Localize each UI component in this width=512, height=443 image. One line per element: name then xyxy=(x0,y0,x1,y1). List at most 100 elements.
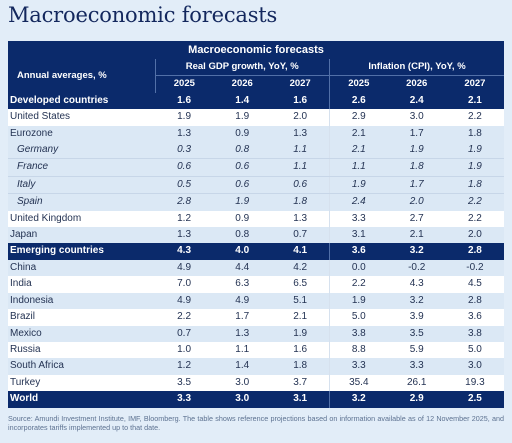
table-cell: 3.5 xyxy=(387,325,446,342)
page-title: Macroeconomic forecasts xyxy=(8,3,278,27)
table-cell: 0.6 xyxy=(213,158,272,177)
row-label: United Kingdom xyxy=(10,212,82,224)
table-cell: 1.9 xyxy=(235,111,250,123)
table-cell: 1.1 xyxy=(235,343,250,355)
table-cell: 1.9 xyxy=(387,142,446,160)
table-cell: 2.0 xyxy=(445,227,505,244)
table-cell: 35.4 xyxy=(328,374,388,392)
row-label: Developed countries xyxy=(8,92,155,110)
gdp-group-header: Real GDP growth, YoY, % xyxy=(154,59,330,76)
table-cell: 3.0 xyxy=(445,358,505,375)
table-row: Japan 1.3 0.8 0.7 3.1 2.1 2.0 xyxy=(8,227,505,244)
table-cell: 1.6 xyxy=(271,92,330,110)
table-row: United Kingdom 1.2 0.9 1.3 3.3 2.7 2.2 xyxy=(8,210,504,228)
table-cell: 1.8 xyxy=(387,158,446,177)
table-cell: 8.8 xyxy=(328,341,388,359)
table-cell: 1.8 xyxy=(271,358,330,375)
row-label: Emerging countries xyxy=(8,243,155,260)
table-row: France 0.6 0.6 1.1 1.1 1.8 1.9 xyxy=(8,158,505,177)
table-cell: 3.9 xyxy=(409,311,424,323)
table-row: Germany 0.3 0.8 1.1 2.1 1.9 1.9 xyxy=(8,142,505,160)
table-cell: 2.4 xyxy=(328,193,388,211)
table-cell: 1.9 xyxy=(445,158,505,177)
table-cell: 1.3 xyxy=(155,125,214,143)
table-cell: 1.7 xyxy=(387,176,446,195)
table-cell: 3.6 xyxy=(328,243,388,260)
table-row: China 4.9 4.4 4.2 0.0 -0.2 -0.2 xyxy=(8,259,505,277)
table-cell: 3.6 xyxy=(467,311,482,323)
year-header: 2025 xyxy=(328,75,388,93)
table-cell: 3.3 xyxy=(328,358,388,375)
table-cell: 6.3 xyxy=(235,278,250,290)
table-cell: 3.1 xyxy=(328,227,388,244)
table-cell: 1.0 xyxy=(177,343,192,355)
row-header-label: Annual averages, % xyxy=(8,59,155,93)
table-cell: 1.1 xyxy=(271,158,330,177)
table-cell: 2.0 xyxy=(293,111,308,123)
table-cell: 1.9 xyxy=(328,176,388,195)
table-title: Macroeconomic forecasts xyxy=(8,41,505,59)
table-row: Italy 0.5 0.6 0.6 1.9 1.7 1.8 xyxy=(8,176,505,195)
table-cell: 4.1 xyxy=(271,243,330,260)
table-cell: 2.1 xyxy=(293,311,308,323)
table-cell: 3.2 xyxy=(328,391,388,408)
table-cell: 4.9 xyxy=(155,259,214,277)
table-cell: 0.6 xyxy=(213,176,272,195)
table-cell: 3.8 xyxy=(445,325,505,342)
year-header: 2027 xyxy=(271,75,330,93)
table-cell: 1.9 xyxy=(328,292,388,310)
table-cell: 1.9 xyxy=(213,193,272,211)
table-cell: 4.9 xyxy=(213,292,272,310)
table-row: Indonesia 4.9 4.9 5.1 1.9 3.2 2.8 xyxy=(8,292,505,310)
table-row: South Africa 1.2 1.4 1.8 3.3 3.3 3.0 xyxy=(8,358,505,375)
table-cell: 1.9 xyxy=(445,142,505,160)
table-cell: 1.4 xyxy=(213,358,272,375)
year-header: 2025 xyxy=(154,75,214,93)
table-cell: 4.0 xyxy=(213,243,272,260)
table-cell: 4.4 xyxy=(213,259,272,277)
table-cell: 1.2 xyxy=(155,358,214,375)
table-cell: 1.2 xyxy=(177,212,192,224)
table-cell: 2.2 xyxy=(445,193,505,211)
table-cell: 5.9 xyxy=(409,343,424,355)
row-label: France xyxy=(8,158,155,177)
table-cell: 1.7 xyxy=(387,125,446,143)
row-label: Eurozone xyxy=(8,125,155,143)
table-cell: 0.7 xyxy=(155,325,214,342)
table-cell: 3.3 xyxy=(155,391,214,408)
year-header: 2027 xyxy=(445,75,505,93)
table-row: Russia 1.0 1.1 1.6 8.8 5.9 5.0 xyxy=(8,341,504,359)
table-cell: 1.3 xyxy=(271,125,330,143)
source-note: Source: Amundi Investment Institute, IMF… xyxy=(8,414,504,433)
table-cell: 1.3 xyxy=(155,227,214,244)
table-cell: 1.1 xyxy=(328,158,388,177)
aggregate-row: Developed countries 1.6 1.4 1.6 2.6 2.4 … xyxy=(8,92,505,110)
table-cell: 3.0 xyxy=(409,111,424,123)
table-cell: 2.2 xyxy=(467,212,482,224)
table-row: Turkey 3.5 3.0 3.7 35.4 26.1 19.3 xyxy=(8,374,504,392)
table-cell: 0.8 xyxy=(213,227,272,244)
table-cell: 2.1 xyxy=(328,125,388,143)
table-cell: 0.3 xyxy=(155,142,214,160)
table-cell: 2.8 xyxy=(155,193,214,211)
table-cell: 2.8 xyxy=(445,292,505,310)
table-cell: 3.7 xyxy=(293,376,308,388)
row-label: Brazil xyxy=(10,311,36,323)
table-cell: 1.9 xyxy=(271,325,330,342)
table-cell: 0.9 xyxy=(235,212,250,224)
table-cell: 7.0 xyxy=(177,278,192,290)
year-header: 2026 xyxy=(387,75,446,93)
table-cell: 3.3 xyxy=(328,210,388,228)
table-row: Brazil 2.2 1.7 2.1 5.0 3.9 3.6 xyxy=(8,309,504,326)
table-cell: 1.7 xyxy=(235,311,250,323)
table-row: Mexico 0.7 1.3 1.9 3.8 3.5 3.8 xyxy=(8,325,505,342)
table-cell: 2.2 xyxy=(177,311,192,323)
table-cell: 5.0 xyxy=(328,309,388,326)
table-cell: 4.5 xyxy=(467,278,482,290)
table-cell: 4.2 xyxy=(271,259,330,277)
row-label: Japan xyxy=(8,227,155,244)
table-cell: 1.8 xyxy=(445,176,505,195)
table-cell: 3.0 xyxy=(235,376,250,388)
table-cell: -0.2 xyxy=(387,259,446,277)
row-label: Spain xyxy=(8,193,155,211)
